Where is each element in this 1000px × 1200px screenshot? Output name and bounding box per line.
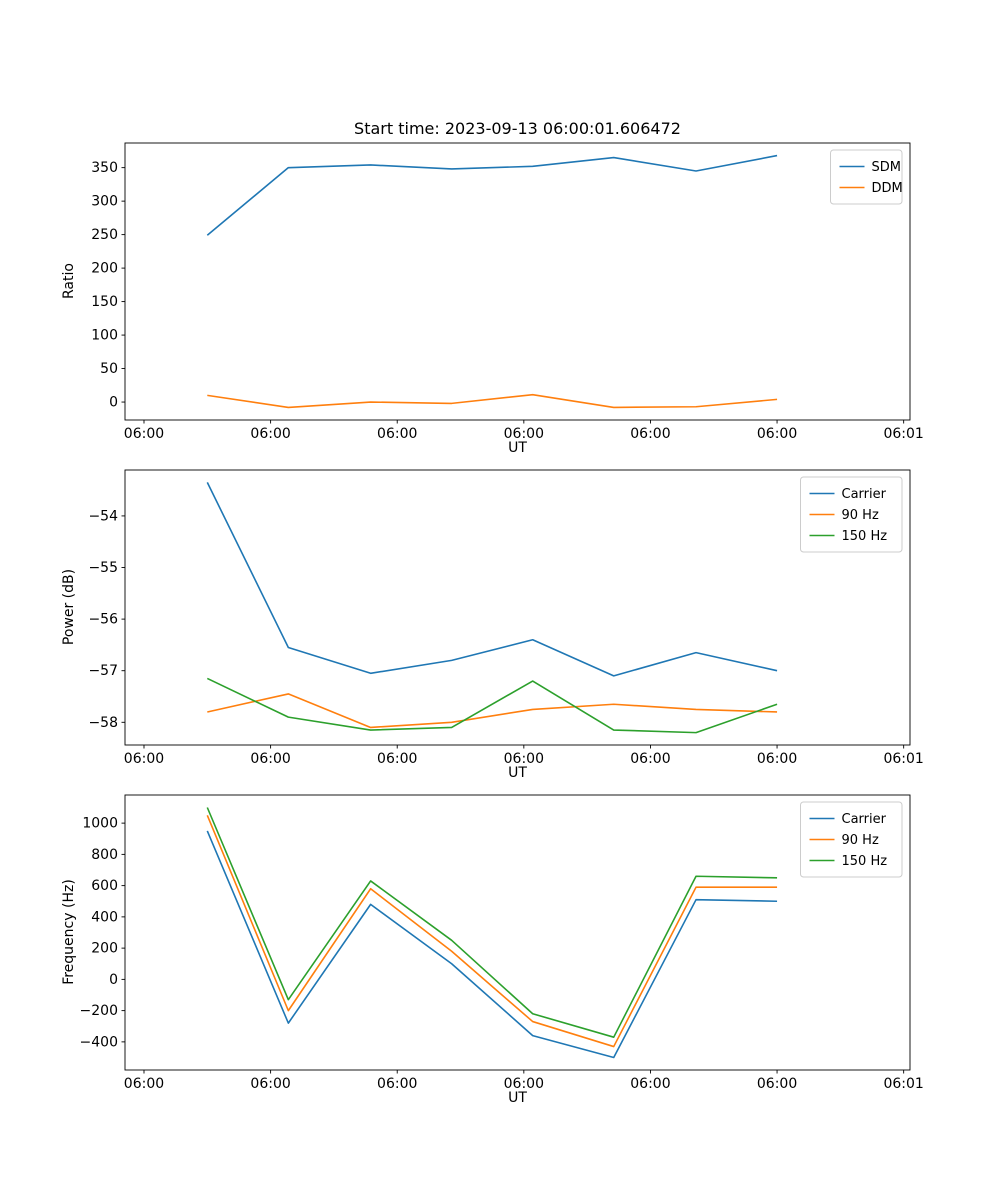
legend-label: 150 Hz	[842, 854, 888, 869]
y-tick-label: 350	[91, 160, 118, 176]
y-tick-label: 400	[91, 909, 118, 925]
x-tick-label: 06:00	[630, 1076, 670, 1092]
legend-box	[800, 476, 903, 553]
x-tick-label: 06:00	[757, 751, 797, 767]
y-tick-label: −56	[88, 612, 118, 628]
x-tick-label: 06:00	[757, 426, 797, 442]
y-tick-label: 300	[91, 194, 118, 210]
series-line-90-hz	[206, 815, 778, 1048]
x-tick-label: 06:00	[377, 426, 417, 442]
legend: Carrier 90 Hz 150 Hz	[800, 476, 903, 553]
series-line-ddm	[207, 393, 778, 409]
axes-frame	[124, 469, 911, 746]
x-tick-label: 06:01	[883, 426, 923, 442]
axes-frame	[124, 794, 911, 1071]
y-tick-label: 200	[91, 941, 118, 957]
y-tick-label: 150	[91, 294, 118, 310]
y-tick-label: −200	[80, 1003, 118, 1019]
y-tick-label: −55	[88, 560, 118, 576]
legend-box	[830, 149, 903, 205]
y-tick-label: 600	[91, 878, 118, 894]
legend-label: DDM	[872, 181, 903, 196]
x-tick-label: 06:00	[124, 426, 164, 442]
y-tick-label: −57	[88, 663, 118, 679]
x-tick-label: 06:00	[377, 1076, 417, 1092]
series-line-sdm	[206, 154, 778, 236]
series-line-150-hz	[206, 807, 778, 1038]
x-tick-label: 06:00	[377, 751, 417, 767]
figure-title: Start time: 2023-09-13 06:00:01.606472	[354, 119, 681, 138]
legend-label: Carrier	[842, 812, 887, 827]
y-tick-label: 100	[91, 328, 118, 344]
x-tick-label: 06:00	[630, 426, 670, 442]
y-tick-label: −400	[80, 1034, 118, 1050]
series-line-carrier	[206, 482, 778, 677]
y-tick-label: 250	[91, 227, 118, 243]
y-tick-label: 800	[91, 847, 118, 863]
legend: Carrier 90 Hz 150 Hz	[800, 801, 903, 878]
x-tick-label: 06:01	[883, 1076, 923, 1092]
series-line-90-hz	[207, 693, 778, 729]
y-tick-label: 50	[100, 361, 118, 377]
y-tick-label: 200	[91, 261, 118, 277]
x-tick-label: 06:00	[124, 751, 164, 767]
x-tick-label: 06:00	[504, 1076, 544, 1092]
legend-label: 90 Hz	[842, 833, 879, 848]
series-line-carrier	[206, 830, 778, 1059]
y-tick-label: −58	[88, 715, 118, 731]
subplot-ratio: 06:00 06:00 06:00 06:00 06:00 06:00 06:01 0 50 10…	[91, 142, 924, 442]
x-tick-label: 06:00	[504, 426, 544, 442]
y-tick-label: −54	[88, 508, 118, 524]
y-tick-label: 1000	[82, 816, 118, 832]
x-tick-label: 06:00	[250, 426, 290, 442]
x-tick-label: 06:01	[883, 751, 923, 767]
legend-label: 150 Hz	[842, 529, 888, 544]
series-line-150-hz	[206, 677, 778, 734]
x-axis-label-1: UT	[508, 765, 527, 781]
legend-label: 90 Hz	[842, 508, 879, 523]
y-tick-label: 0	[109, 972, 118, 988]
y-tick-label: 0	[109, 395, 118, 411]
legend-box	[800, 801, 903, 878]
x-tick-label: 06:00	[250, 751, 290, 767]
x-axis-label-0: UT	[508, 440, 527, 456]
axes-frame	[124, 142, 911, 421]
x-tick-label: 06:00	[250, 1076, 290, 1092]
legend-label: SDM	[872, 160, 901, 175]
legend: SDM DDM	[830, 149, 903, 205]
x-axis-label-2: UT	[508, 1090, 527, 1106]
subplot-frequency: 06:00 06:00 06:00 06:00 06:00 06:00 06:01 −400 −…	[80, 794, 924, 1092]
legend-label: Carrier	[842, 487, 887, 502]
x-tick-label: 06:00	[504, 751, 544, 767]
subplot-power: 06:00 06:00 06:00 06:00 06:00 06:00 06:01 −58 −5…	[88, 469, 924, 767]
x-tick-label: 06:00	[630, 751, 670, 767]
x-tick-label: 06:00	[757, 1076, 797, 1092]
x-tick-label: 06:00	[124, 1076, 164, 1092]
